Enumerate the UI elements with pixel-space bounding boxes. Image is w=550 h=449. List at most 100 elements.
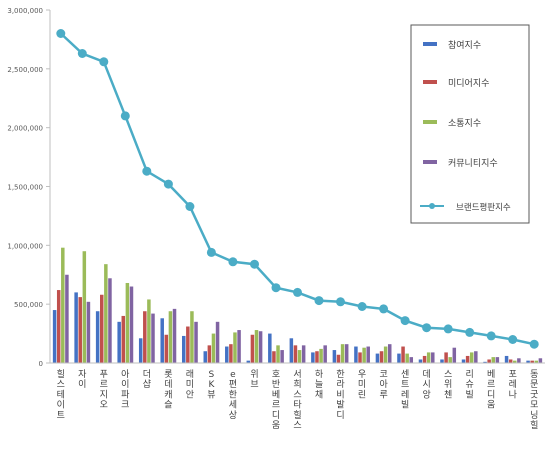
x-tick-char: 동 [530,369,538,380]
x-tick-char: 움 [272,420,280,431]
x-tick-char: 데 [422,369,430,380]
x-tick-char: 문 [530,379,538,390]
legend-label: 브랜드평판지수 [456,202,511,213]
bar-참여지수 [332,350,337,363]
x-tick-char: 빌 [401,400,409,411]
y-tick-label: 1,000,000 [7,242,43,250]
bar-소통지수 [104,264,108,363]
x-tick-char: 위 [444,379,452,390]
x-tick-char: 미 [358,379,366,390]
line-point [357,302,367,311]
x-tick-char: 빌 [466,389,474,400]
y-tick-label: 500,000 [14,301,43,309]
bar-커뮤니티지수 [194,321,198,363]
x-tick-char: 늘 [315,379,323,390]
x-tick-char: 리 [466,369,474,380]
x-tick-char: 브 [250,379,258,390]
x-tick-char: 이 [78,379,86,390]
bar-미디어지수 [336,354,341,363]
bar-미디어지수 [487,359,491,363]
x-tick-char: 자 [78,369,87,380]
bar-미디어지수 [465,355,470,363]
bar-소통지수 [211,333,216,363]
line-point [293,287,302,297]
x-tick-char: 모 [530,401,538,411]
bar-커뮤니티지수 [151,313,155,363]
bar-커뮤니티지수 [323,345,327,363]
bar-미디어지수 [401,346,405,363]
bar-참여지수 [74,292,78,363]
x-tick-char: K [208,380,215,390]
legend-swatch [423,42,437,46]
bar-미디어지수 [422,355,427,363]
x-tick-char: 레 [509,379,517,390]
x-tick-char: 트 [401,380,409,390]
line-point [508,335,518,344]
bar-참여지수 [289,338,294,363]
x-tick-char: 비 [336,389,344,400]
bar-참여지수 [504,355,509,363]
bar-커뮤니티지수 [538,358,543,363]
line-point [465,327,475,337]
bar-커뮤니티지수 [301,345,306,363]
x-tick-char: 스 [293,389,301,400]
x-tick-char: 하 [315,369,324,380]
bar-미디어지수 [315,351,319,363]
bar-소통지수 [405,353,409,363]
bar-커뮤니티지수 [280,350,284,363]
bar-참여지수 [268,333,272,363]
line-point [56,29,66,38]
x-tick-char: 아 [379,379,388,390]
x-tick-char: 센 [401,369,409,380]
x-tick-char: 린 [358,389,366,400]
bar-커뮤니티지수 [108,278,112,363]
bar-미디어지수 [530,360,534,363]
x-tick-char: 힐 [57,368,65,380]
x-tick-char: e [230,370,236,380]
bar-미디어지수 [186,326,190,363]
x-tick-char: 호 [272,369,280,380]
bar-참여지수 [203,351,208,363]
x-tick-char: 나 [509,389,517,400]
line-point [400,316,410,326]
line-point [314,296,324,306]
x-tick-char: 베 [487,369,495,380]
x-tick-char: 움 [487,400,495,411]
bar-커뮤니티지수 [387,344,392,363]
x-tick-char: 루 [379,389,387,400]
x-tick-char: 캐 [164,389,172,400]
bar-미디어지수 [121,315,126,363]
bar-미디어지수 [56,290,61,363]
x-tick-char: 지 [100,389,108,400]
bar-미디어지수 [508,359,513,363]
bar-참여지수 [440,359,444,363]
bar-참여지수 [138,338,143,363]
bar-미디어지수 [293,345,298,363]
bar-소통지수 [491,357,495,363]
x-tick-char: 한 [229,389,237,400]
x-tick-char: 샵 [143,379,151,390]
bar-소통지수 [426,352,431,363]
line-point [379,304,389,314]
bar-소통지수 [340,344,345,363]
bar-미디어지수 [164,334,169,363]
bar-커뮤니티지수 [237,330,241,363]
x-tick-char: 닝 [530,410,538,421]
x-tick-char: 르 [272,401,280,411]
x-tick-char: 코 [379,370,387,380]
